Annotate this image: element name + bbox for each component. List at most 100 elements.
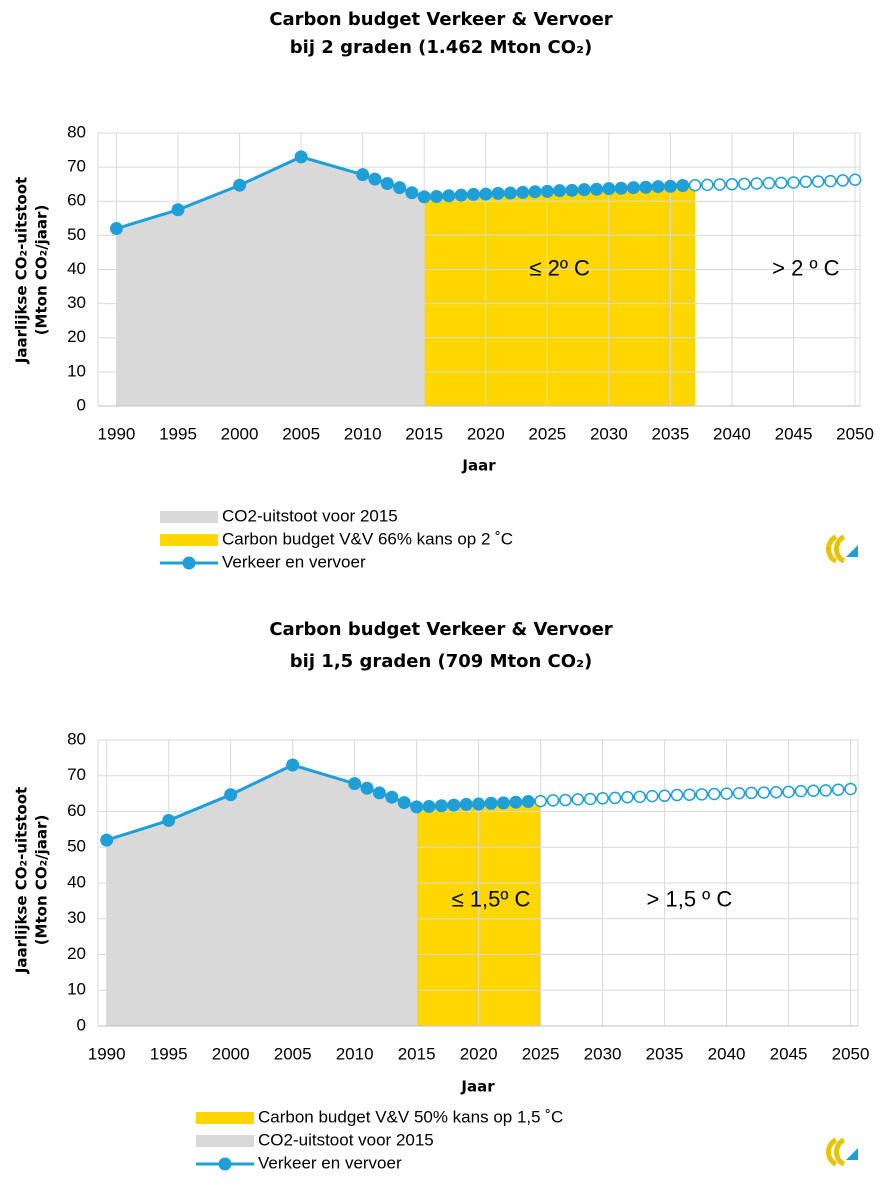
marker [799, 175, 813, 189]
marker [713, 178, 726, 191]
marker [509, 795, 523, 809]
marker [583, 792, 597, 806]
marker [466, 187, 480, 201]
area [424, 185, 696, 406]
x-tick-label: 2030 [590, 424, 628, 443]
x-tick-label: 2035 [652, 424, 690, 443]
marker [750, 177, 763, 190]
marker [836, 174, 850, 187]
legend-swatch [160, 511, 218, 523]
y-tick-label: 40 [67, 259, 86, 278]
marker [454, 188, 468, 202]
marker [484, 796, 498, 810]
marker [688, 178, 702, 192]
x-tick-label: 2000 [221, 424, 259, 443]
y-tick-label: 80 [67, 729, 86, 748]
x-axis-label: Jaar [461, 457, 496, 475]
marker [614, 181, 628, 195]
marker [651, 180, 665, 194]
y-tick-label: 30 [67, 908, 86, 927]
marker [528, 185, 542, 199]
marker [596, 792, 609, 805]
marker [109, 222, 123, 236]
marker [745, 786, 758, 800]
y-tick-label: 10 [67, 980, 86, 999]
marker [286, 758, 300, 772]
y-tick-label: 70 [67, 765, 86, 784]
x-tick-label: 2015 [398, 1044, 436, 1063]
x-tick-label: 2015 [405, 424, 443, 443]
y-tick-label: 60 [67, 191, 86, 210]
y-axis-label: (Mton CO₂/jaar) [33, 815, 51, 946]
chart-title: Carbon budget Verkeer & Vervoer [269, 619, 612, 640]
marker [434, 799, 448, 813]
y-tick-label: 50 [67, 225, 86, 244]
marker [695, 788, 709, 801]
chart: Carbon budget Verkeer & Vervoer bij 1,5 g… [13, 619, 870, 1172]
marker [472, 797, 486, 811]
marker [725, 177, 739, 191]
y-tick-label: 50 [67, 837, 86, 856]
x-tick-label: 1990 [98, 424, 136, 443]
y-tick-label: 60 [67, 801, 86, 820]
marker [608, 791, 622, 805]
marker [405, 186, 419, 200]
area [116, 156, 425, 406]
chart-subtitle: bij 2 graden (1.462 Mton CO₂) [290, 37, 592, 58]
chart-subtitle: bij 1,5 graden (709 Mton CO₂) [290, 651, 592, 672]
legend-label: Carbon budget V&V 66% kans op 2 ˚C [222, 529, 513, 548]
y-tick-label: 80 [67, 122, 86, 141]
marker [577, 183, 591, 197]
marker [590, 182, 604, 196]
marker [233, 178, 247, 192]
marker [417, 190, 431, 204]
area [106, 765, 417, 1026]
x-tick-label: 1995 [150, 1044, 188, 1063]
y-axis-label: Jaarlijkse CO₂-uitstoot [13, 787, 31, 974]
marker [633, 790, 647, 804]
marker [553, 184, 567, 198]
x-tick-label: 2005 [282, 424, 320, 443]
marker [621, 790, 634, 804]
marker [762, 176, 776, 190]
y-tick-label: 30 [67, 293, 86, 312]
marker [626, 181, 640, 195]
marker [459, 797, 473, 811]
marker [824, 174, 837, 188]
marker [360, 781, 374, 795]
annotation: ≤ 2º C [529, 255, 590, 280]
y-axis-label: (Mton CO₂/jaar) [33, 205, 51, 336]
marker [571, 793, 585, 806]
x-tick-label: 2045 [770, 1044, 808, 1063]
x-tick-label: 1995 [159, 424, 197, 443]
legend-swatch [182, 556, 196, 570]
marker [559, 793, 572, 807]
marker [819, 784, 833, 797]
marker [602, 182, 616, 196]
legend-swatch [160, 534, 218, 546]
annotation: > 2 º C [772, 255, 839, 280]
marker [782, 785, 795, 799]
annotation: ≤ 1,5º C [452, 887, 531, 912]
x-tick-label: 2000 [212, 1044, 250, 1063]
marker [422, 799, 436, 813]
marker [645, 789, 659, 803]
y-tick-label: 10 [67, 361, 86, 380]
legend-swatch [196, 1112, 254, 1124]
marker [447, 798, 461, 812]
y-tick-label: 0 [77, 1015, 86, 1034]
x-tick-label: 2040 [713, 424, 751, 443]
marker [676, 179, 690, 193]
marker [565, 183, 579, 197]
marker [658, 789, 671, 803]
marker [639, 180, 653, 194]
marker [503, 186, 517, 200]
marker [794, 784, 808, 798]
marker [787, 176, 800, 189]
marker [701, 178, 714, 192]
x-tick-label: 2025 [522, 1044, 560, 1063]
chart-title: Carbon budget Verkeer & Vervoer [269, 9, 612, 30]
marker [162, 813, 176, 827]
x-tick-label: 2010 [336, 1044, 374, 1063]
